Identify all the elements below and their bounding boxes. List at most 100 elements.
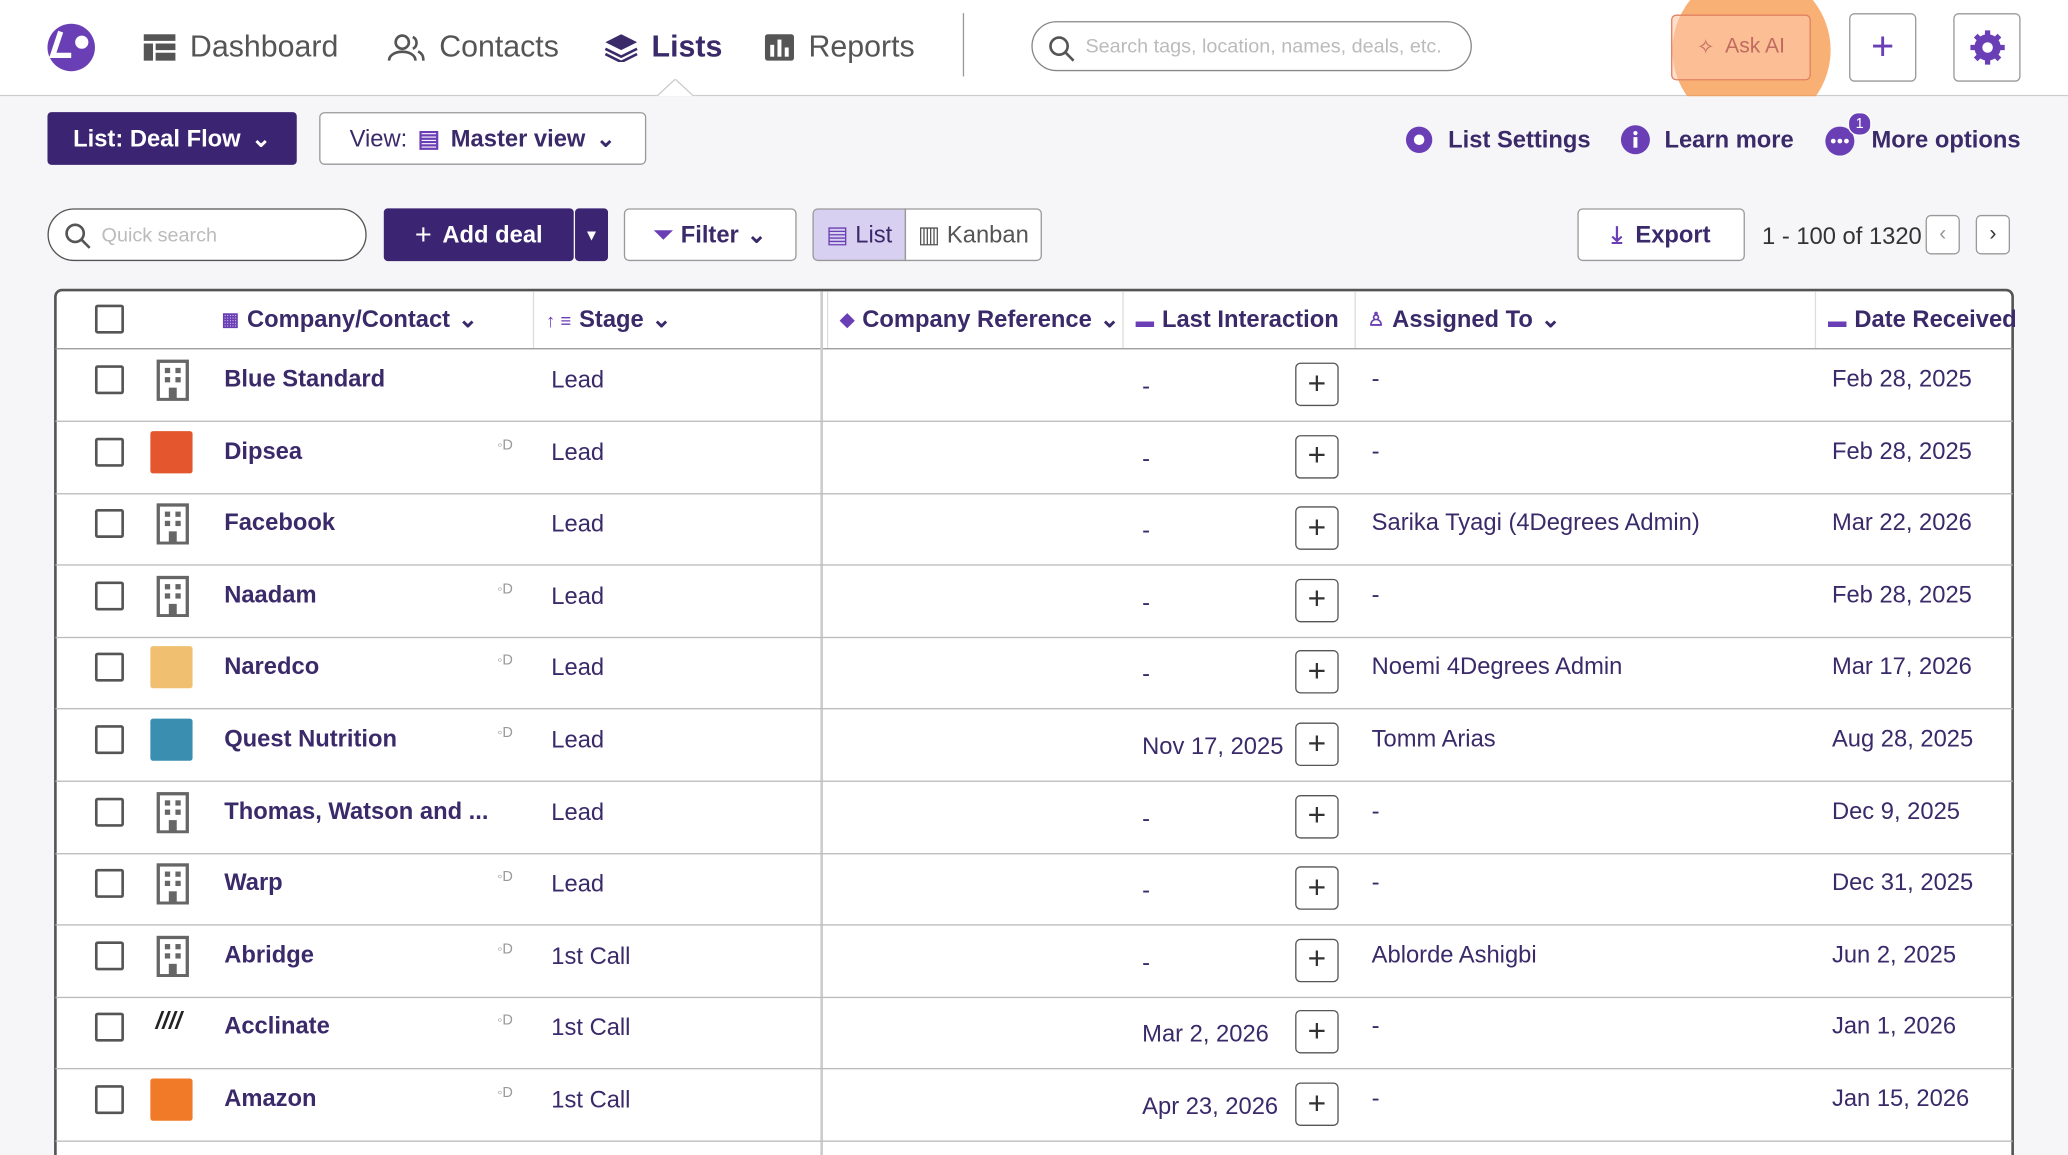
column-header[interactable]: ▬ Date Received xyxy=(1827,305,2017,333)
last-interaction: Nov 17, 2025 xyxy=(1142,733,1284,760)
add-interaction[interactable]: + xyxy=(1295,722,1339,767)
date-received: Mar 17, 2026 xyxy=(1831,653,1972,680)
date-received: Feb 28, 2025 xyxy=(1831,581,1972,608)
row-checkbox[interactable] xyxy=(94,725,124,755)
nav-label: Lists xyxy=(651,29,723,64)
divider xyxy=(962,13,965,77)
export-button[interactable]: ⤓ Export xyxy=(1577,208,1745,262)
add-interaction[interactable]: + xyxy=(1295,362,1339,407)
company-name[interactable]: Thomas, Watson and ... xyxy=(224,797,489,824)
company-name[interactable]: Quest Nutrition xyxy=(224,725,397,752)
stage: Lead xyxy=(551,582,605,609)
last-interaction: - xyxy=(1142,445,1151,472)
add-interaction[interactable]: + xyxy=(1295,506,1339,551)
settings-button[interactable] xyxy=(1953,13,2021,82)
row-checkbox[interactable] xyxy=(94,581,124,611)
add-interaction[interactable]: + xyxy=(1295,794,1339,839)
company-name[interactable]: Amazon xyxy=(224,1085,317,1112)
row-checkbox[interactable] xyxy=(94,653,124,683)
company-name[interactable]: Naredco xyxy=(224,653,320,680)
list-toggle[interactable]: ▤ List xyxy=(812,208,907,262)
row-divider xyxy=(55,996,2013,998)
kanban-toggle[interactable]: ▥ Kanban xyxy=(904,208,1042,262)
more-options-label: More options xyxy=(1871,125,2021,153)
assigned-to: - xyxy=(1371,437,1380,464)
link-icon: ◦D xyxy=(497,869,513,885)
add-interaction[interactable]: + xyxy=(1295,1082,1339,1126)
global-search[interactable]: Search tags, location, names, deals, etc… xyxy=(1031,21,1472,72)
row-checkbox[interactable] xyxy=(94,1085,124,1115)
top-nav: Dashboard Contacts Lists Reports Search … xyxy=(0,0,2068,130)
row-checkbox[interactable] xyxy=(94,869,124,899)
link-icon: ◦D xyxy=(497,1013,513,1029)
company-name[interactable]: Abridge xyxy=(224,941,314,968)
row-divider xyxy=(55,1068,2013,1070)
company-logo xyxy=(150,646,193,689)
add-interaction[interactable]: + xyxy=(1295,434,1339,479)
column-label: Date Received xyxy=(1854,305,2017,333)
company-name[interactable]: Acclinate xyxy=(224,1013,330,1040)
company-name[interactable]: Warp xyxy=(224,869,283,896)
date-received: Jan 1, 2026 xyxy=(1831,1013,1957,1040)
last-interaction: Mar 2, 2026 xyxy=(1142,1021,1269,1048)
row-checkbox[interactable] xyxy=(94,509,124,539)
last-interaction: - xyxy=(1142,661,1151,688)
row-checkbox[interactable] xyxy=(94,437,124,467)
add-interaction[interactable]: + xyxy=(1295,650,1339,695)
assigned-to: - xyxy=(1371,1085,1380,1112)
company-name[interactable]: Dipsea xyxy=(224,437,303,464)
stage: 1st Call xyxy=(551,1014,631,1041)
search-placeholder: Search tags, location, names, deals, etc… xyxy=(1085,35,1442,59)
company-logo xyxy=(150,1078,193,1121)
add-interaction[interactable]: + xyxy=(1295,938,1339,983)
nav-reports[interactable]: Reports xyxy=(764,29,915,65)
column-header[interactable]: ▬ Last Interaction xyxy=(1135,305,1339,333)
add-interaction[interactable]: + xyxy=(1295,1010,1339,1054)
nav-dashboard[interactable]: Dashboard xyxy=(142,29,338,65)
list-settings[interactable]: List Settings xyxy=(1403,124,1591,156)
column-header[interactable]: ◆ Company Reference ⌄ xyxy=(840,305,1120,333)
nav-lists[interactable]: Lists xyxy=(604,29,722,65)
prev-page[interactable]: ‹ xyxy=(1925,214,1960,255)
company-name[interactable]: Blue Standard xyxy=(224,365,386,392)
learn-more[interactable]: Learn more xyxy=(1620,124,1794,156)
row-checkbox[interactable] xyxy=(94,941,124,971)
column-header[interactable]: ♙ Assigned To ⌄ xyxy=(1367,305,1561,333)
more-options[interactable]: More options xyxy=(1824,124,2021,156)
add-button[interactable]: + xyxy=(1849,13,1917,82)
link-icon: ◦D xyxy=(497,653,513,669)
company-name[interactable]: Naadam xyxy=(224,581,317,608)
row-checkbox[interactable] xyxy=(94,1013,124,1043)
company-logo xyxy=(153,359,193,402)
logo[interactable] xyxy=(45,21,98,74)
add-deal-button[interactable]: + Add deal xyxy=(383,208,574,262)
select-all[interactable] xyxy=(94,304,124,334)
add-interaction[interactable]: + xyxy=(1295,578,1339,623)
view-select[interactable]: View: ▤ Master view ⌄ xyxy=(319,112,647,165)
nav-label: Dashboard xyxy=(189,29,339,64)
column-label: Company Reference xyxy=(862,305,1092,333)
quick-search[interactable]: Quick search xyxy=(47,208,367,262)
add-deal-menu[interactable]: ▾ xyxy=(575,208,609,262)
filter-button[interactable]: ⏷ Filter ⌄ xyxy=(623,208,797,262)
company-logo xyxy=(153,575,193,618)
column-header[interactable]: ▦ Company/Contact ⌄ xyxy=(221,305,478,333)
ask-ai-button[interactable]: ✧ Ask AI xyxy=(1671,14,1811,81)
stage: Lead xyxy=(551,510,605,537)
column-header[interactable]: ↑ ≡ Stage ⌄ xyxy=(546,305,672,333)
date-received: Feb 28, 2025 xyxy=(1831,437,1972,464)
list-select[interactable]: List: Deal Flow ⌄ xyxy=(47,112,297,165)
company-name[interactable]: Facebook xyxy=(224,509,336,536)
column-divider xyxy=(826,291,829,349)
deals-table xyxy=(54,288,2014,1155)
add-interaction[interactable]: + xyxy=(1295,866,1339,911)
row-checkbox[interactable] xyxy=(94,797,124,827)
row-checkbox[interactable] xyxy=(94,365,124,395)
nav-contacts[interactable]: Contacts xyxy=(386,29,559,65)
filter-label: Filter xyxy=(680,220,739,248)
export-label: Export xyxy=(1635,220,1711,248)
column-label: Last Interaction xyxy=(1161,305,1339,333)
last-interaction: - xyxy=(1142,589,1151,616)
next-page[interactable]: › xyxy=(1975,214,2011,255)
